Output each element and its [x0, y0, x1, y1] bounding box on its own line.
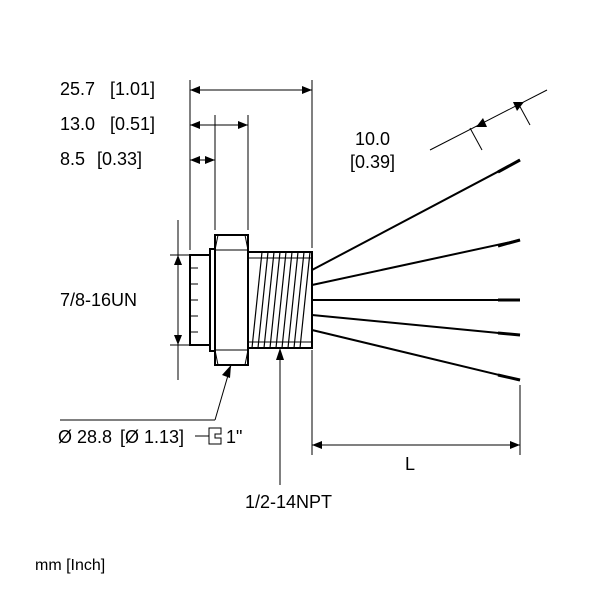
face-thread-dim: 7/8-16UN: [60, 220, 190, 380]
dim-front-in: [0.33]: [97, 149, 142, 169]
dim-mount-thread: 1/2-14NPT: [245, 492, 332, 512]
mount-thread-callout: 1/2-14NPT: [245, 348, 332, 512]
dim-face-thread: 7/8-16UN: [60, 290, 137, 310]
dim-overall-in: [1.01]: [110, 79, 155, 99]
connector-body: [190, 235, 312, 365]
dim-hex-in: [Ø 1.13]: [120, 427, 184, 447]
thread-hatch: [252, 252, 310, 348]
dim-strip-mm: 10.0: [355, 129, 390, 149]
dim-lead-L: L: [405, 454, 415, 474]
hex-dia-callout: Ø 28.8 [Ø 1.13] 1": [58, 365, 242, 447]
dim-front-mm: 8.5: [60, 149, 85, 169]
dim-mid-mm: 13.0: [60, 114, 95, 134]
wrench-icon: [195, 428, 221, 444]
dim-mid-in: [0.51]: [110, 114, 155, 134]
dim-hex-mm: Ø 28.8: [58, 427, 112, 447]
lead-length-dim: L: [312, 350, 520, 474]
unit-note: mm [Inch]: [35, 557, 105, 574]
dim-strip-in: [0.39]: [350, 152, 395, 172]
dim-wrench: 1": [226, 427, 242, 447]
top-dimensions: 25.7 [1.01] 13.0 [0.51] 8.5 [0.33]: [60, 79, 312, 250]
wire-leads: [312, 160, 520, 380]
dim-overall-mm: 25.7: [60, 79, 95, 99]
connector-drawing: 25.7 [1.01] 13.0 [0.51] 8.5 [0.33] 10.0 …: [0, 0, 590, 590]
